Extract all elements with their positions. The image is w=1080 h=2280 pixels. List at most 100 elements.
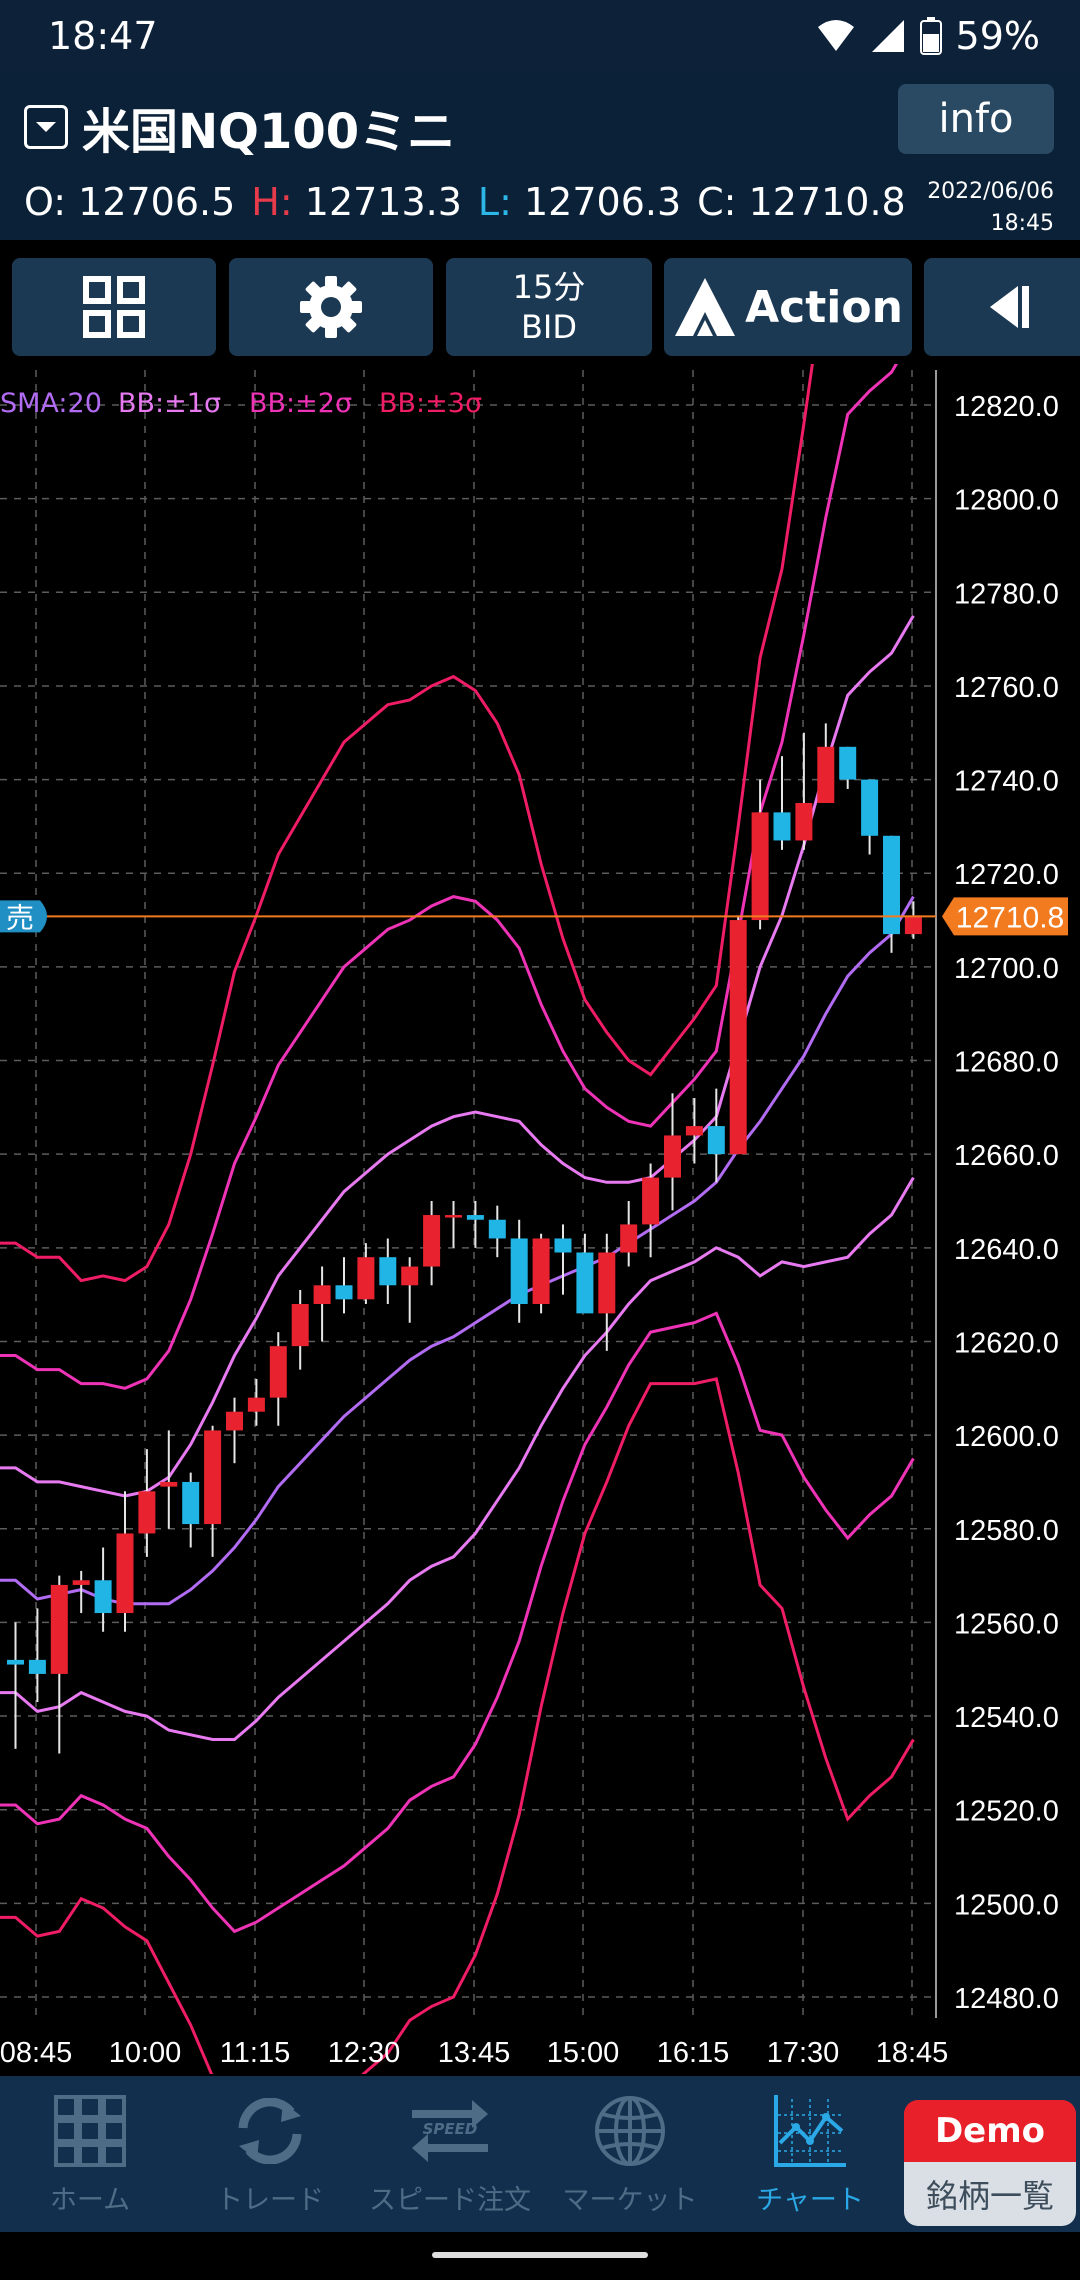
candle-body — [313, 1285, 331, 1305]
candle-body — [291, 1304, 309, 1347]
signal-icon — [871, 20, 904, 52]
indicator-legend-item: SMA:20 — [0, 388, 102, 419]
candle-body — [817, 746, 835, 803]
interval-button[interactable]: 15分 BID — [446, 258, 652, 356]
nav-home[interactable]: ホーム — [0, 2076, 180, 2232]
sell-marker — [0, 900, 47, 933]
candle-body — [50, 1584, 68, 1674]
symbol-list-label: 銘柄一覧 — [904, 2162, 1076, 2226]
y-tick-label: 12700.0 — [954, 953, 1059, 985]
y-tick-label: 12520.0 — [954, 1796, 1059, 1828]
layout-button[interactable] — [12, 258, 216, 356]
y-tick-label: 12720.0 — [954, 859, 1059, 891]
y-tick-label: 12740.0 — [954, 766, 1059, 798]
candle-body — [729, 920, 747, 1155]
y-tick-label: 12480.0 — [954, 1983, 1059, 2015]
y-tick-label: 12540.0 — [954, 1702, 1059, 1734]
settings-button[interactable] — [229, 258, 433, 356]
instrument-header: 米国NQ100ミニ info O: 12706.5 H: 12713.3 L: … — [0, 72, 1080, 240]
dropdown-icon[interactable] — [24, 105, 68, 149]
y-tick-label: 12640.0 — [954, 1234, 1059, 1266]
candlestick — [357, 1243, 375, 1305]
collapse-left-icon — [990, 286, 1029, 328]
action-label: Action — [745, 281, 903, 333]
nav-chart-label: チャート — [756, 2184, 864, 2216]
candle-body — [466, 1215, 484, 1220]
nav-speed-order[interactable]: SPEED スピード注文 — [360, 2076, 540, 2232]
action-button[interactable]: Action — [664, 258, 912, 356]
nav-chart[interactable]: チャート — [720, 2076, 900, 2232]
candle-body — [685, 1126, 703, 1136]
instrument-title: 米国NQ100ミニ — [82, 104, 456, 160]
candle-body — [751, 812, 769, 921]
price-type-label: BID — [520, 308, 577, 346]
bb-minus-3-line — [0, 1377, 915, 2074]
nav-market[interactable]: マーケット — [540, 2076, 720, 2232]
candle-body — [642, 1177, 660, 1225]
candle-body — [28, 1659, 46, 1674]
price-chart[interactable]: 12480.0 12500.0 12520.0 12540.0 12560.0 12580… — [0, 364, 1080, 2074]
info-button[interactable]: info — [898, 84, 1054, 154]
open-label: O: — [24, 180, 67, 224]
x-tick-label: 13:45 — [438, 2037, 511, 2069]
speed-order-icon: SPEED — [412, 2099, 488, 2162]
bar-timestamp: 2022/06/06 18:45 — [927, 176, 1054, 240]
candlestick — [401, 1257, 419, 1323]
y-tick-label: 12800.0 — [954, 485, 1059, 517]
candlestick — [247, 1378, 265, 1426]
indicator-legend-item: BB:±3σ — [379, 388, 482, 419]
grid-layout-icon — [83, 276, 145, 338]
candle-body — [861, 779, 879, 836]
y-tick-label: 12780.0 — [954, 578, 1059, 610]
status-bar: 18:47 59% — [0, 0, 1080, 72]
candle-body — [664, 1135, 681, 1178]
candle-body — [138, 1491, 156, 1534]
y-tick-label: 12600.0 — [954, 1421, 1059, 1453]
candlestick — [576, 1233, 594, 1314]
candle-body — [445, 1215, 462, 1218]
bb-plus-3-line — [0, 364, 814, 1283]
x-tick-label: 18:45 — [876, 2037, 949, 2069]
nav-market-label: マーケット — [562, 2184, 698, 2216]
candlestick — [773, 756, 791, 850]
chart-toolbar: 15分 BID Action — [0, 240, 1080, 364]
candlestick — [291, 1289, 309, 1370]
nav-trade-label: トレード — [216, 2184, 324, 2216]
x-tick-label: 16:15 — [657, 2037, 730, 2069]
bb-minus-1-line — [0, 1176, 915, 1741]
candle-body — [94, 1580, 112, 1614]
instrument-selector[interactable]: 米国NQ100ミニ — [24, 92, 455, 162]
candlestick — [839, 746, 857, 789]
battery-icon — [919, 17, 942, 55]
candle-body — [904, 915, 922, 935]
candlestick — [532, 1233, 550, 1314]
candlestick — [707, 1088, 725, 1183]
candlestick — [904, 901, 922, 939]
candlestick — [620, 1201, 638, 1267]
collapse-panel-button[interactable] — [924, 258, 1080, 356]
candle-body — [182, 1481, 200, 1525]
nav-trade[interactable]: トレード — [180, 2076, 360, 2232]
sma-20-line — [0, 895, 915, 1606]
chart-icon — [774, 2094, 846, 2167]
candlestick — [204, 1425, 222, 1557]
demo-badge: Demo — [904, 2100, 1076, 2162]
candlestick — [445, 1201, 462, 1248]
candle-body — [598, 1252, 616, 1314]
x-tick-label: 12:30 — [328, 2037, 401, 2069]
candlestick — [28, 1608, 46, 1703]
candlestick — [729, 915, 747, 1155]
high-value: 12713.3 — [304, 180, 462, 224]
x-tick-label: 15:00 — [547, 2037, 620, 2069]
y-tick-label: 12580.0 — [954, 1515, 1059, 1547]
candlestick — [488, 1205, 506, 1258]
globe-icon — [595, 2095, 665, 2166]
demo-symbol-list-button[interactable]: Demo 銘柄一覧 — [904, 2100, 1076, 2226]
high-label: H: — [251, 180, 293, 224]
candle-body — [7, 1659, 24, 1665]
home-indicator[interactable] — [432, 2252, 648, 2258]
candlestick — [466, 1201, 484, 1248]
indicator-legend-item: BB:±2σ — [249, 388, 352, 419]
close-label: C: — [697, 180, 737, 224]
gesture-bar — [0, 2232, 1080, 2280]
